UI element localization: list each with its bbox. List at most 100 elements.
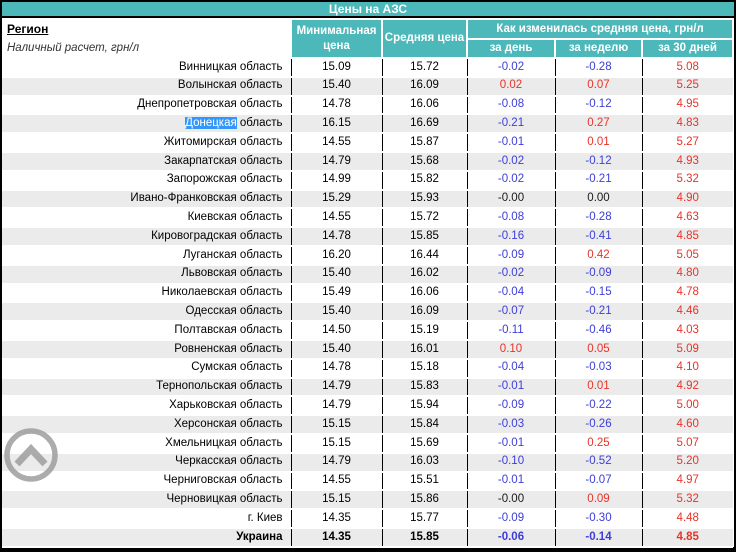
region-cell: Ивано-Франковская область — [2, 189, 291, 210]
avg-price-cell: 15.94 — [381, 396, 467, 417]
week-change-cell: 0.42 — [554, 245, 642, 266]
month-change-cell: 5.00 — [641, 396, 733, 417]
week-change-cell: -0.21 — [554, 302, 642, 323]
change-day-column-header: за день — [466, 38, 556, 59]
avg-price-cell: 15.85 — [381, 527, 467, 548]
min-price-cell: 14.79 — [290, 396, 382, 417]
month-change-cell: 5.07 — [641, 433, 733, 454]
scroll-to-top-button[interactable] — [3, 426, 61, 484]
region-cell: Житомирская область — [2, 133, 291, 153]
avg-price-cell: 15.87 — [381, 133, 467, 153]
selected-text: Донецкая — [185, 117, 237, 130]
min-price-cell: 16.20 — [290, 245, 382, 266]
month-change-cell: 4.10 — [641, 358, 733, 379]
min-price-cell: 15.15 — [290, 433, 382, 454]
avg-price-cell: 16.06 — [381, 95, 467, 116]
month-change-cell: 4.90 — [641, 189, 733, 210]
day-change-cell: -0.11 — [466, 321, 555, 341]
week-change-cell: -0.21 — [554, 170, 642, 191]
avg-price-cell: 15.51 — [381, 471, 467, 492]
avg-price-cell: 15.18 — [381, 358, 467, 379]
region-cell: Одесская область — [2, 302, 291, 323]
min-price-cell: 14.79 — [290, 452, 382, 473]
avg-price-cell: 15.85 — [381, 227, 467, 247]
min-price-cell: 16.15 — [290, 114, 382, 135]
week-change-cell: -0.09 — [554, 264, 642, 285]
week-change-cell: 0.00 — [554, 189, 642, 210]
avg-price-cell: 16.02 — [381, 264, 467, 285]
region-cell: Донецкая область — [2, 114, 291, 135]
region-cell: Украина — [2, 527, 291, 548]
table-row: Полтавская область 14.50 15.19 -0.11 -0.46 4.… — [2, 321, 733, 341]
min-price-cell: 14.79 — [290, 377, 382, 398]
day-change-cell: -0.07 — [466, 302, 555, 323]
avg-price-cell: 15.93 — [381, 189, 467, 210]
day-change-cell: -0.16 — [466, 227, 555, 247]
min-price-cell: 14.99 — [290, 170, 382, 191]
min-price-cell: 15.29 — [290, 189, 382, 210]
table-row: Сумская область 14.78 15.18 -0.04 -0.03 4.10 — [2, 358, 733, 379]
week-change-cell: -0.46 — [554, 321, 642, 341]
day-change-cell: -0.01 — [466, 471, 555, 492]
day-change-cell: -0.09 — [466, 396, 555, 417]
table-row: Украина 14.35 15.85 -0.06 -0.14 4.85 — [2, 527, 733, 548]
month-change-cell: 4.92 — [641, 377, 733, 398]
month-change-cell: 5.32 — [641, 170, 733, 191]
month-change-cell: 4.60 — [641, 415, 733, 435]
month-change-cell: 4.93 — [641, 151, 733, 172]
table-row: Винницкая область 15.09 15.72 -0.02 -0.28 5.0… — [2, 58, 733, 78]
payment-type-label: Наличный расчет, грн/л — [7, 42, 140, 54]
min-price-cell: 15.40 — [290, 264, 382, 285]
day-change-cell: 0.02 — [466, 76, 555, 97]
day-change-cell: -0.02 — [466, 264, 555, 285]
table-row: Черкасская область 14.79 16.03 -0.10 -0.52 5.… — [2, 452, 733, 473]
day-change-cell: -0.09 — [466, 509, 555, 529]
prices-table: Регион Наличный расчет, грн/л Минимальна… — [2, 18, 734, 548]
min-price-cell: 14.35 — [290, 509, 382, 529]
avg-price-cell: 15.69 — [381, 433, 467, 454]
day-change-cell: -0.10 — [466, 452, 555, 473]
min-price-cell: 15.49 — [290, 283, 382, 304]
region-cell: Черниговская область — [2, 471, 291, 492]
region-cell: Сумская область — [2, 358, 291, 379]
region-cell: Винницкая область — [2, 58, 291, 78]
table-row: Закарпатская область 14.79 15.68 -0.02 -0.12… — [2, 151, 733, 172]
avg-price-cell: 15.86 — [381, 490, 467, 511]
region-cell: Запорожская область — [2, 170, 291, 191]
avg-price-column-header: Средняя цена — [381, 18, 468, 59]
day-change-cell: -0.03 — [466, 415, 555, 435]
week-change-cell: 0.05 — [554, 339, 642, 360]
table-row: Николаевская область 15.49 16.06 -0.04 -0.15… — [2, 283, 733, 304]
week-change-cell: 0.07 — [554, 76, 642, 97]
min-price-cell: 15.40 — [290, 302, 382, 323]
week-change-cell: -0.41 — [554, 227, 642, 247]
region-cell: Львовская область — [2, 264, 291, 285]
avg-price-cell: 15.68 — [381, 151, 467, 172]
week-change-cell: -0.30 — [554, 509, 642, 529]
table-row: Тернопольская область 14.79 15.83 -0.01 0.01… — [2, 377, 733, 398]
region-cell: Луганская область — [2, 245, 291, 266]
day-change-cell: -0.00 — [466, 189, 555, 210]
table-row: Запорожская область 14.99 15.82 -0.02 -0.21 5… — [2, 170, 733, 191]
change-month-column-header: за 30 дней — [641, 38, 734, 59]
chevron-up-circle-icon — [4, 428, 58, 482]
week-change-cell: -0.15 — [554, 283, 642, 304]
month-change-cell: 4.95 — [641, 95, 733, 116]
table-row: Львовская область 15.40 16.02 -0.02 -0.09 4.8… — [2, 264, 733, 285]
table-row: Черниговская область 14.55 15.51 -0.01 -0.07… — [2, 471, 733, 492]
min-price-cell: 15.40 — [290, 339, 382, 360]
region-cell: Харьковская область — [2, 396, 291, 417]
min-price-cell: 14.55 — [290, 133, 382, 153]
price-change-group-header: Как изменилась средняя цена, грн/л — [466, 18, 734, 40]
month-change-cell: 4.48 — [641, 509, 733, 529]
month-change-cell: 5.32 — [641, 490, 733, 511]
region-cell: Хмельницкая область — [2, 433, 291, 454]
region-cell: Волынская область — [2, 76, 291, 97]
table-row: Харьковская область 14.79 15.94 -0.09 -0.22 5… — [2, 396, 733, 417]
region-cell: Тернопольская область — [2, 377, 291, 398]
table-row: Волынская область 15.40 16.09 0.02 0.07 5.25 — [2, 76, 733, 97]
day-change-cell: -0.04 — [466, 283, 555, 304]
week-change-cell: 0.25 — [554, 433, 642, 454]
avg-price-cell: 16.69 — [381, 114, 467, 135]
